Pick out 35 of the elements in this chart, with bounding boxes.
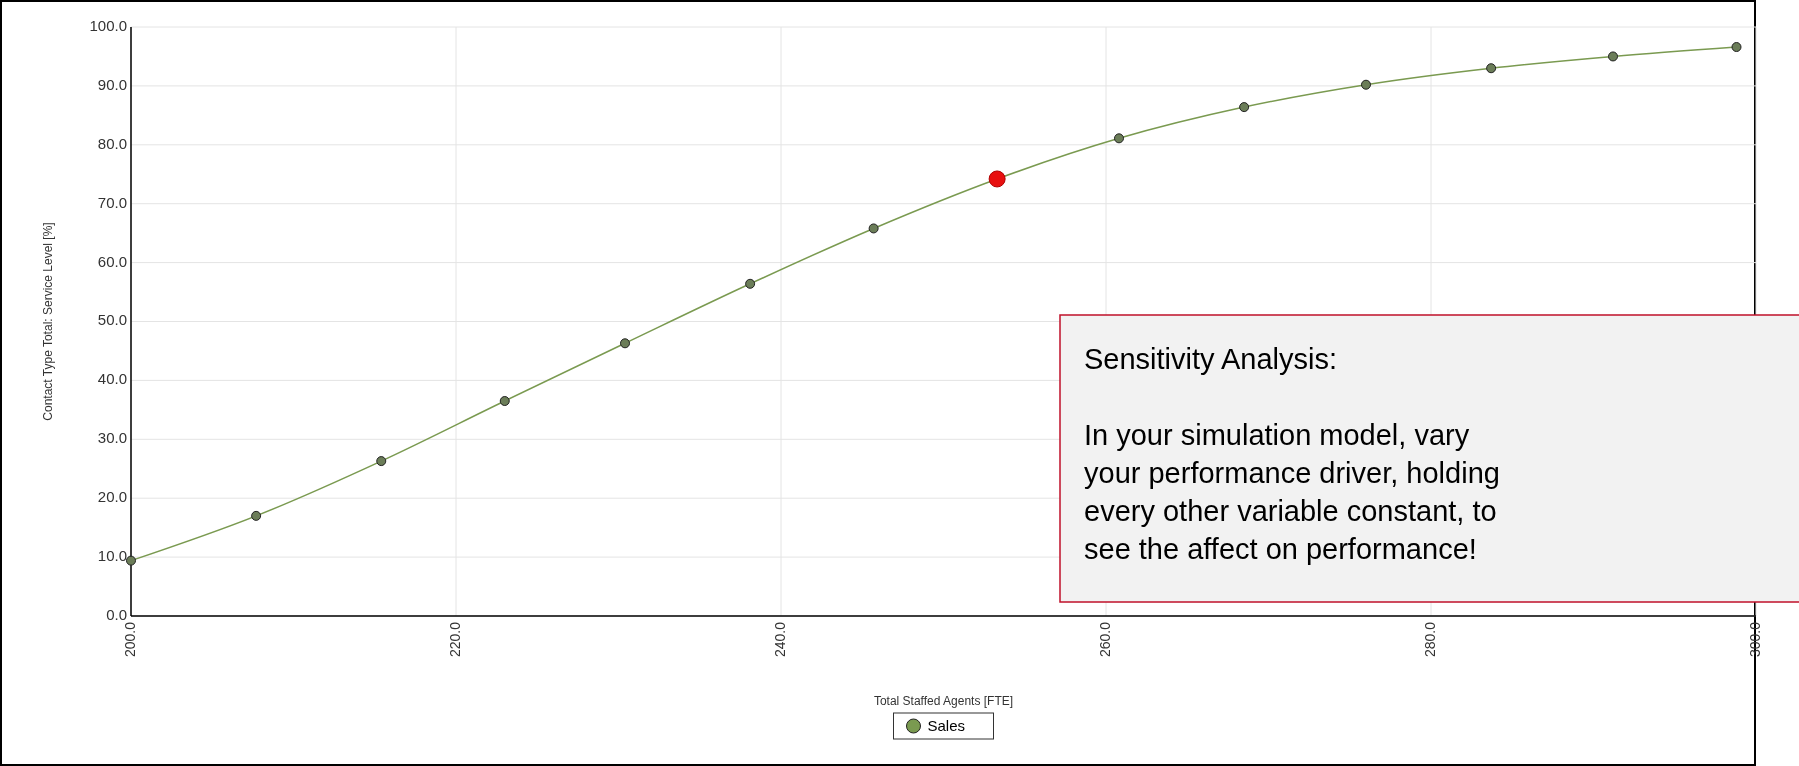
point <box>868 223 879 234</box>
point <box>126 555 136 566</box>
x-axis-title: Total Staffed Agents [FTE] <box>873 694 1014 708</box>
x-tick-label: 300.0 <box>1746 621 1763 658</box>
y-tick-label: 100.0 <box>89 16 127 34</box>
x-tick-label: 200.0 <box>121 621 138 658</box>
y-tick-label: 30.0 <box>97 429 127 447</box>
point <box>1239 102 1250 113</box>
y-tick-label: 60.0 <box>97 252 127 270</box>
legend-label: Sales <box>927 717 966 734</box>
point <box>1731 42 1742 53</box>
y-tick-label: 70.0 <box>97 193 127 211</box>
y-tick-label: 0.0 <box>106 605 127 623</box>
x-tick-label: 240.0 <box>771 621 788 658</box>
x-tick-label: 260.0 <box>1096 621 1113 658</box>
point <box>1114 133 1124 144</box>
annotation: In your simulation model, vary your performance driver, holding every other variable constant, to see the affect on performance! <box>1084 419 1500 565</box>
x-tick-label: 280.0 <box>1421 621 1438 658</box>
y-tick-label: 90.0 <box>97 75 127 93</box>
y-tick-label: 20.0 <box>97 488 127 506</box>
point <box>745 278 756 289</box>
point <box>499 396 510 407</box>
y-tick-label: 40.0 <box>97 370 127 388</box>
y-tick-label: 10.0 <box>97 547 127 565</box>
point <box>620 338 630 349</box>
point <box>1361 79 1371 90</box>
point <box>1486 63 1497 74</box>
point <box>251 510 262 521</box>
annotation: Sensitivity Analysis: <box>1084 343 1338 375</box>
y-tick-label: 50.0 <box>97 311 127 329</box>
y-tick-label: 80.0 <box>97 134 127 152</box>
y-axis-title: Contact Type Total: Service Level [%] <box>41 222 55 421</box>
point <box>1608 51 1618 62</box>
point <box>376 456 387 467</box>
x-tick-label: 220.0 <box>446 621 463 658</box>
